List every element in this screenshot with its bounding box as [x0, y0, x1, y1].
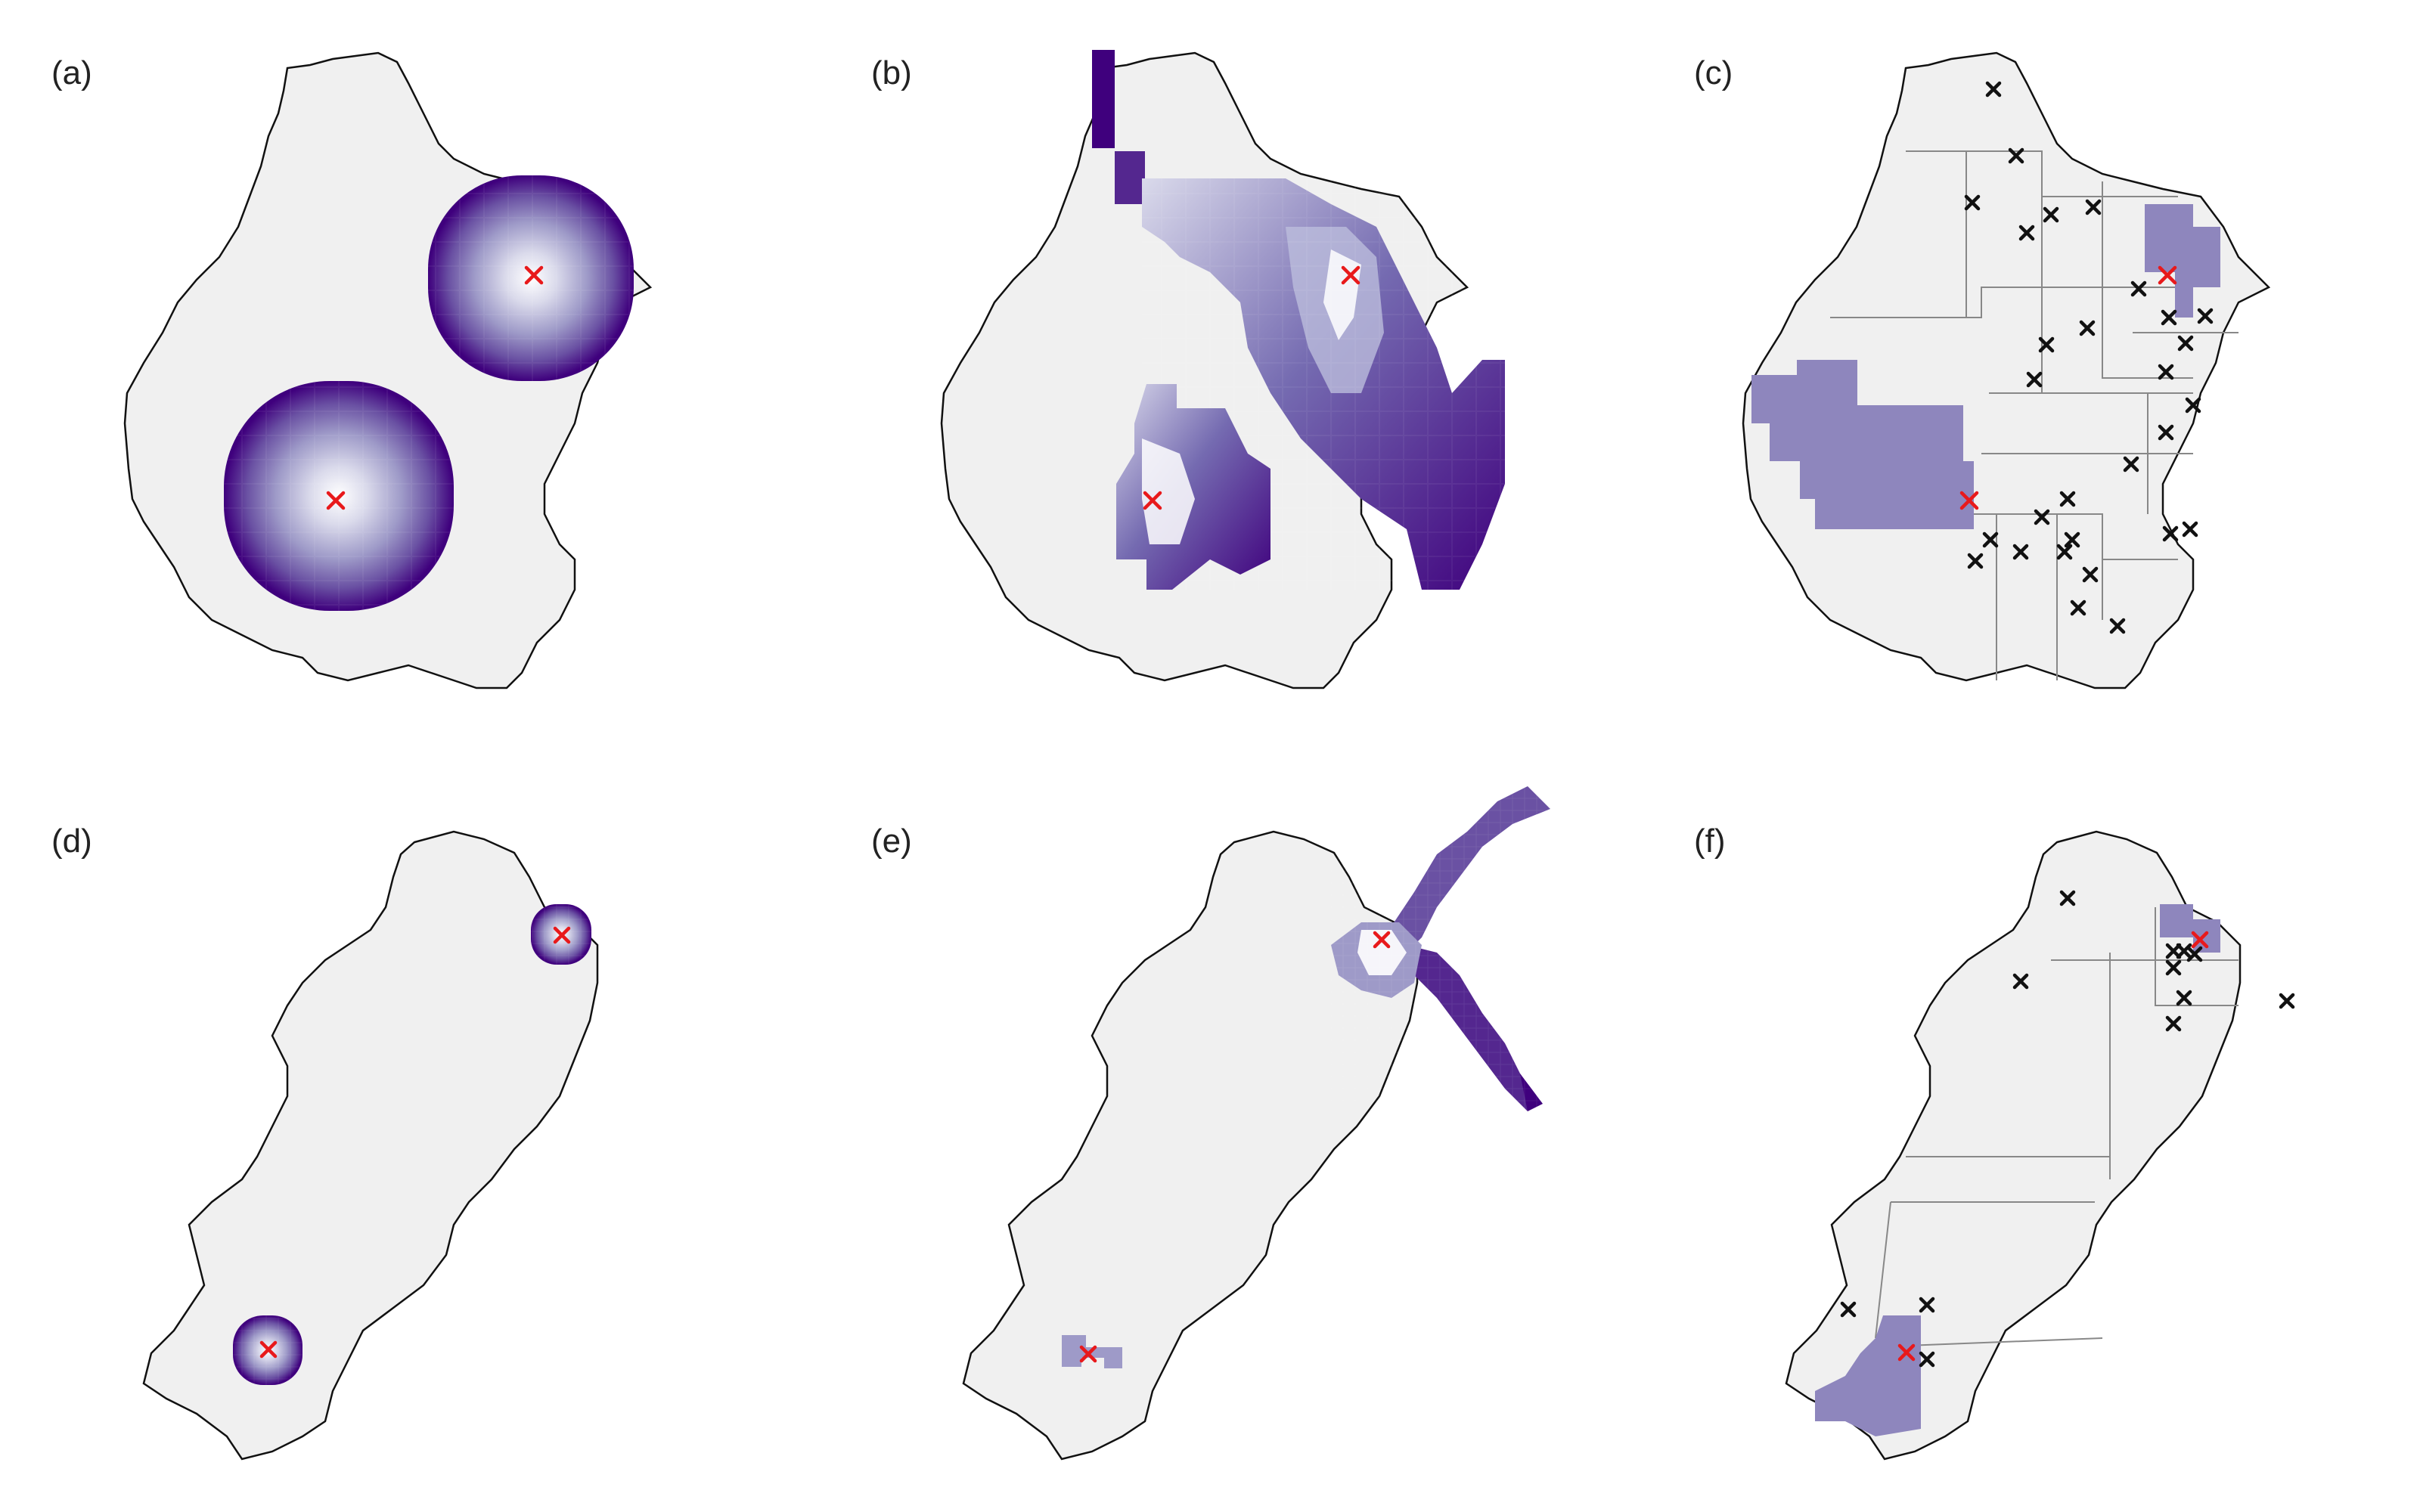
red-x-marker	[2158, 265, 2177, 285]
panel-label-d: (d)	[51, 823, 92, 860]
panel-b	[940, 50, 1505, 689]
red-x-marker	[553, 926, 571, 944]
red-x-marker	[2191, 931, 2209, 949]
black-x-marker	[1840, 890, 2295, 1368]
red-x-marker	[1079, 1345, 1097, 1363]
panel-label-c: (c)	[1694, 54, 1733, 91]
panel-c	[1742, 51, 2271, 689]
selected-zone-f1	[1815, 1315, 1921, 1436]
panel-label-a: (a)	[51, 54, 92, 91]
red-x-marker	[1341, 265, 1360, 285]
panel-label-f: (f)	[1694, 823, 1726, 860]
black-x-marker	[1964, 81, 2214, 634]
region-outline-f	[1785, 830, 2242, 1461]
red-x-marker	[1959, 491, 1979, 510]
red-x-marker	[326, 491, 346, 510]
panel-d	[142, 830, 599, 1461]
selected-zone-c1	[1751, 360, 1974, 529]
panel-label-b: (b)	[871, 54, 912, 91]
panel-a	[123, 51, 653, 689]
heatmap-river-e	[1331, 786, 1550, 1111]
red-x-marker	[524, 265, 544, 285]
panel-e	[962, 786, 1550, 1461]
panel-label-e: (e)	[871, 823, 912, 860]
red-x-marker	[1897, 1343, 1916, 1362]
selected-zone-c2	[2145, 204, 2220, 318]
red-x-marker	[1143, 491, 1162, 510]
red-x-marker	[1373, 931, 1391, 949]
panel-f	[1785, 830, 2295, 1461]
red-x-marker	[259, 1340, 278, 1359]
selected-zone-f2	[2160, 904, 2220, 953]
zone-boundaries-c	[1830, 150, 2238, 680]
zone-boundaries-f	[1875, 907, 2238, 1346]
region-outline-d	[142, 830, 599, 1461]
